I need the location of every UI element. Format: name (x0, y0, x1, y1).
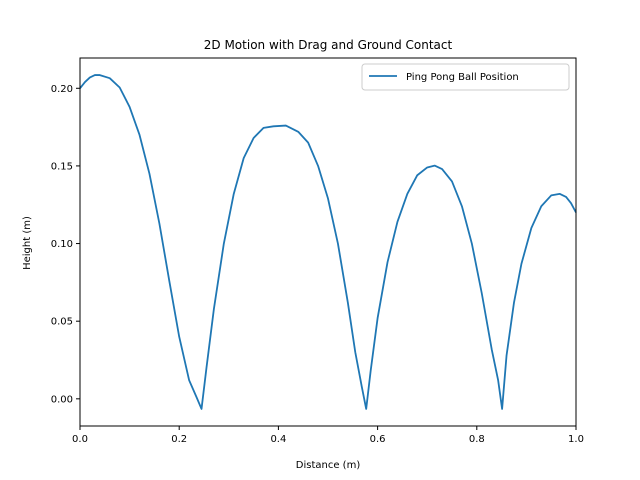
x-axis-ticks: 0.0 0.2 0.4 0.6 0.8 1.0 (72, 426, 584, 445)
plot-frame (79, 57, 577, 427)
legend: Ping Pong Ball Position (361, 63, 570, 91)
x-tick-label: 0.2 (171, 434, 187, 445)
x-tick-label: 0.8 (469, 434, 485, 445)
x-tick-label: 1.0 (568, 434, 584, 445)
y-axis-label: Height (m) (22, 216, 33, 270)
x-tick-label: 0.0 (72, 434, 88, 445)
plot-area (79, 57, 577, 427)
y-tick-label: 0.00 (51, 394, 73, 405)
y-tick-label: 0.20 (51, 84, 73, 95)
y-axis-ticks: 0.00 0.05 0.10 0.15 0.20 (51, 84, 80, 405)
legend-box (361, 63, 570, 91)
chart-title: 2D Motion with Drag and Ground Contact (204, 38, 453, 52)
y-tick-label: 0.10 (51, 239, 73, 250)
y-tick-label: 0.15 (51, 161, 73, 172)
series-line-ping-pong-ball (79, 74, 577, 410)
x-tick-label: 0.6 (370, 434, 386, 445)
y-tick-label: 0.05 (51, 317, 73, 328)
x-axis-label: Distance (m) (296, 460, 361, 471)
x-tick-label: 0.4 (270, 434, 286, 445)
legend-label-ping-pong-ball: Ping Pong Ball Position (406, 72, 519, 83)
